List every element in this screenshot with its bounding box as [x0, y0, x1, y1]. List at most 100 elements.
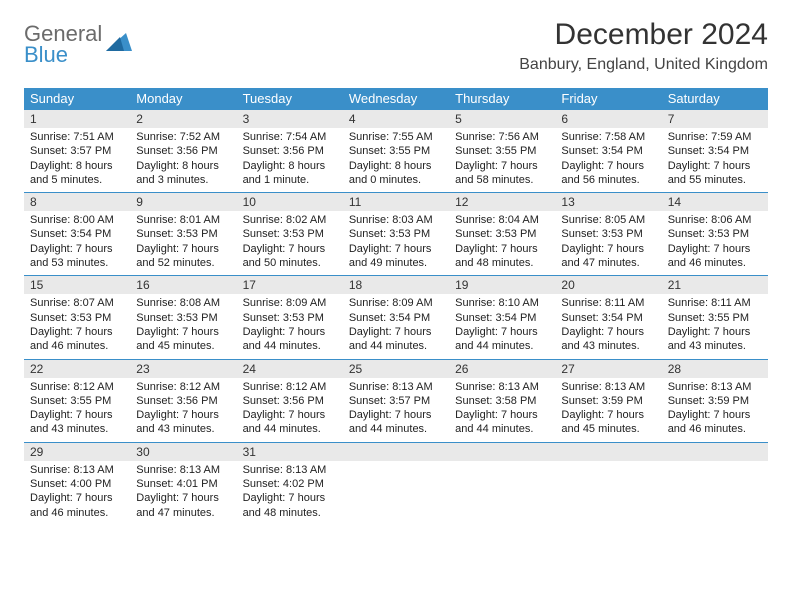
calendar-week-row: 8Sunrise: 8:00 AMSunset: 3:54 PMDaylight…	[24, 192, 768, 275]
sunset-line: Sunset: 3:54 PM	[561, 144, 655, 158]
day-body: Sunrise: 8:12 AMSunset: 3:56 PMDaylight:…	[130, 378, 236, 442]
daylight-line: Daylight: 7 hours and 45 minutes.	[136, 325, 230, 354]
logo: General Blue	[24, 18, 132, 66]
sunset-line: Sunset: 3:56 PM	[136, 394, 230, 408]
header: General Blue December 2024 Banbury, Engl…	[24, 18, 768, 74]
calendar-day-cell: 29Sunrise: 8:13 AMSunset: 4:00 PMDayligh…	[24, 442, 130, 525]
sunrise-line: Sunrise: 8:11 AM	[668, 296, 762, 310]
day-number: 2	[130, 109, 236, 128]
daylight-line: Daylight: 7 hours and 53 minutes.	[30, 242, 124, 271]
day-number: 6	[555, 109, 661, 128]
daylight-line: Daylight: 7 hours and 43 minutes.	[561, 325, 655, 354]
sunrise-line: Sunrise: 8:12 AM	[243, 380, 337, 394]
empty-day-header	[343, 442, 449, 461]
day-number: 8	[24, 192, 130, 211]
day-body: Sunrise: 8:02 AMSunset: 3:53 PMDaylight:…	[237, 211, 343, 275]
day-number: 1	[24, 109, 130, 128]
daylight-line: Daylight: 7 hours and 46 minutes.	[668, 408, 762, 437]
day-number: 30	[130, 442, 236, 461]
day-body: Sunrise: 8:13 AMSunset: 3:57 PMDaylight:…	[343, 378, 449, 442]
weekday-header: Friday	[555, 88, 661, 109]
sunset-line: Sunset: 3:53 PM	[668, 227, 762, 241]
logo-text-block: General Blue	[24, 24, 102, 66]
calendar-day-cell: 17Sunrise: 8:09 AMSunset: 3:53 PMDayligh…	[237, 275, 343, 358]
calendar-day-cell: 22Sunrise: 8:12 AMSunset: 3:55 PMDayligh…	[24, 359, 130, 442]
sunset-line: Sunset: 3:53 PM	[349, 227, 443, 241]
day-body: Sunrise: 7:59 AMSunset: 3:54 PMDaylight:…	[662, 128, 768, 192]
daylight-line: Daylight: 7 hours and 46 minutes.	[30, 491, 124, 520]
daylight-line: Daylight: 7 hours and 52 minutes.	[136, 242, 230, 271]
sunset-line: Sunset: 3:56 PM	[243, 394, 337, 408]
day-number: 25	[343, 359, 449, 378]
title-block: December 2024 Banbury, England, United K…	[519, 18, 768, 74]
sunrise-line: Sunrise: 8:11 AM	[561, 296, 655, 310]
sunrise-line: Sunrise: 8:12 AM	[136, 380, 230, 394]
calendar-day-cell: 14Sunrise: 8:06 AMSunset: 3:53 PMDayligh…	[662, 192, 768, 275]
calendar-day-cell: 28Sunrise: 8:13 AMSunset: 3:59 PMDayligh…	[662, 359, 768, 442]
sunrise-line: Sunrise: 8:01 AM	[136, 213, 230, 227]
logo-line2: Blue	[24, 45, 102, 66]
day-body: Sunrise: 8:03 AMSunset: 3:53 PMDaylight:…	[343, 211, 449, 275]
sunrise-line: Sunrise: 7:58 AM	[561, 130, 655, 144]
weekday-header-row: SundayMondayTuesdayWednesdayThursdayFrid…	[24, 88, 768, 109]
sunset-line: Sunset: 3:53 PM	[243, 311, 337, 325]
day-number: 31	[237, 442, 343, 461]
day-body: Sunrise: 8:13 AMSunset: 4:02 PMDaylight:…	[237, 461, 343, 525]
daylight-line: Daylight: 8 hours and 0 minutes.	[349, 159, 443, 188]
sunrise-line: Sunrise: 8:04 AM	[455, 213, 549, 227]
calendar-day-cell	[662, 442, 768, 525]
sunrise-line: Sunrise: 7:51 AM	[30, 130, 124, 144]
daylight-line: Daylight: 7 hours and 43 minutes.	[668, 325, 762, 354]
sunrise-line: Sunrise: 8:07 AM	[30, 296, 124, 310]
calendar-day-cell: 8Sunrise: 8:00 AMSunset: 3:54 PMDaylight…	[24, 192, 130, 275]
daylight-line: Daylight: 7 hours and 44 minutes.	[243, 408, 337, 437]
calendar-day-cell: 16Sunrise: 8:08 AMSunset: 3:53 PMDayligh…	[130, 275, 236, 358]
day-number: 28	[662, 359, 768, 378]
calendar-day-cell: 12Sunrise: 8:04 AMSunset: 3:53 PMDayligh…	[449, 192, 555, 275]
daylight-line: Daylight: 8 hours and 5 minutes.	[30, 159, 124, 188]
sunset-line: Sunset: 4:01 PM	[136, 477, 230, 491]
sunset-line: Sunset: 3:55 PM	[668, 311, 762, 325]
daylight-line: Daylight: 7 hours and 48 minutes.	[455, 242, 549, 271]
calendar-day-cell: 1Sunrise: 7:51 AMSunset: 3:57 PMDaylight…	[24, 109, 130, 192]
daylight-line: Daylight: 7 hours and 46 minutes.	[668, 242, 762, 271]
calendar-day-cell: 4Sunrise: 7:55 AMSunset: 3:55 PMDaylight…	[343, 109, 449, 192]
day-body: Sunrise: 8:11 AMSunset: 3:55 PMDaylight:…	[662, 294, 768, 358]
sunset-line: Sunset: 3:54 PM	[561, 311, 655, 325]
sunset-line: Sunset: 3:55 PM	[455, 144, 549, 158]
day-number: 12	[449, 192, 555, 211]
calendar-day-cell: 3Sunrise: 7:54 AMSunset: 3:56 PMDaylight…	[237, 109, 343, 192]
sunrise-line: Sunrise: 8:13 AM	[30, 463, 124, 477]
calendar-day-cell: 7Sunrise: 7:59 AMSunset: 3:54 PMDaylight…	[662, 109, 768, 192]
day-number: 13	[555, 192, 661, 211]
calendar-day-cell	[449, 442, 555, 525]
day-body: Sunrise: 8:06 AMSunset: 3:53 PMDaylight:…	[662, 211, 768, 275]
sunset-line: Sunset: 3:55 PM	[349, 144, 443, 158]
day-number: 26	[449, 359, 555, 378]
day-number: 20	[555, 275, 661, 294]
day-number: 3	[237, 109, 343, 128]
sunrise-line: Sunrise: 7:55 AM	[349, 130, 443, 144]
calendar-day-cell: 26Sunrise: 8:13 AMSunset: 3:58 PMDayligh…	[449, 359, 555, 442]
sunset-line: Sunset: 3:57 PM	[349, 394, 443, 408]
sunrise-line: Sunrise: 8:06 AM	[668, 213, 762, 227]
day-number: 15	[24, 275, 130, 294]
day-body: Sunrise: 8:08 AMSunset: 3:53 PMDaylight:…	[130, 294, 236, 358]
weekday-header: Sunday	[24, 88, 130, 109]
day-number: 29	[24, 442, 130, 461]
daylight-line: Daylight: 8 hours and 3 minutes.	[136, 159, 230, 188]
sunrise-line: Sunrise: 8:13 AM	[243, 463, 337, 477]
sunset-line: Sunset: 3:56 PM	[136, 144, 230, 158]
calendar-day-cell: 19Sunrise: 8:10 AMSunset: 3:54 PMDayligh…	[449, 275, 555, 358]
sunset-line: Sunset: 3:53 PM	[136, 227, 230, 241]
daylight-line: Daylight: 7 hours and 48 minutes.	[243, 491, 337, 520]
day-body: Sunrise: 7:55 AMSunset: 3:55 PMDaylight:…	[343, 128, 449, 192]
calendar-day-cell: 15Sunrise: 8:07 AMSunset: 3:53 PMDayligh…	[24, 275, 130, 358]
day-number: 24	[237, 359, 343, 378]
day-number: 19	[449, 275, 555, 294]
empty-day-header	[449, 442, 555, 461]
sunrise-line: Sunrise: 7:56 AM	[455, 130, 549, 144]
sunrise-line: Sunrise: 8:12 AM	[30, 380, 124, 394]
calendar-week-row: 22Sunrise: 8:12 AMSunset: 3:55 PMDayligh…	[24, 359, 768, 442]
calendar-day-cell: 6Sunrise: 7:58 AMSunset: 3:54 PMDaylight…	[555, 109, 661, 192]
